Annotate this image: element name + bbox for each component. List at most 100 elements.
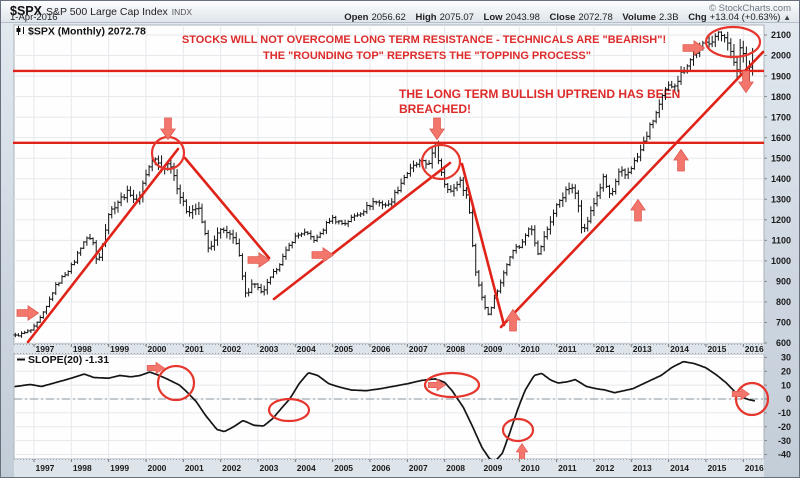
quote-header: $SPX S&P 500 Large Cap Index INDX © StockC…	[1, 1, 799, 23]
slope-tick-label: -40	[778, 450, 791, 460]
up-arrow-icon	[505, 308, 521, 332]
highlight-ellipse	[420, 143, 462, 181]
chart-type-icon	[16, 26, 24, 35]
slope-tick-label: -10	[778, 408, 791, 418]
price-tick-label: 1200	[771, 215, 791, 225]
x-axis-strip: 1997 1998 1999 2000 2001 2002 2003 2004 2005 2006…	[14, 459, 764, 477]
price-tick-label: 1500	[771, 153, 791, 163]
volume-value: 2.3B	[659, 12, 679, 23]
price-tick-label: 700	[776, 318, 791, 328]
down-arrow-icon	[429, 117, 445, 141]
slope-tick-label: -20	[778, 422, 791, 432]
year-label: 2010	[521, 344, 540, 354]
year-label: 2000	[147, 344, 166, 354]
price-tick-label: 2100	[771, 30, 791, 40]
highlight-ellipse	[704, 25, 762, 59]
price-tick-label: 2000	[771, 51, 791, 61]
up-arrow-icon	[630, 198, 646, 222]
year-label: 1999	[110, 463, 129, 473]
year-label: 2011	[558, 344, 577, 354]
close-value: 2072.78	[578, 12, 613, 23]
year-label: 2004	[297, 463, 316, 473]
chg-value: +13.04 (+0.63%)	[709, 12, 781, 23]
year-label: 2007	[409, 463, 428, 473]
slope-tick-label: 0	[786, 394, 791, 404]
year-label: 2005	[334, 344, 353, 354]
year-label: 1998	[73, 463, 92, 473]
highlight-ellipse	[501, 417, 535, 443]
svg-text:THE LONG TERM BULLISH UPTREND: THE LONG TERM BULLISH UPTREND HAS BEEN	[399, 87, 680, 101]
right-arrow-icon	[311, 247, 335, 263]
right-arrow-icon	[16, 305, 40, 321]
close-label: Close	[549, 12, 576, 23]
candlesticks	[13, 31, 755, 338]
year-label: 2002	[222, 344, 241, 354]
year-label: 1997	[36, 463, 55, 473]
year-label: 2007	[409, 344, 428, 354]
open-label: Open	[344, 12, 369, 23]
year-label: 2011	[558, 463, 577, 473]
slope-line	[14, 360, 764, 462]
quote-values: Open 2056.62 High 2075.07 Low 2043.98 Close…	[337, 12, 791, 23]
year-label: 2008	[446, 463, 465, 473]
year-label: 1997	[36, 344, 55, 354]
high-value: 2075.07	[439, 12, 474, 23]
price-tick-label: 1000	[771, 256, 791, 266]
year-label: 1999	[110, 344, 129, 354]
trend-line	[26, 147, 180, 344]
year-label: 2003	[259, 344, 278, 354]
trend-line	[272, 161, 452, 301]
svg-text:BREACHED!: BREACHED!	[399, 102, 471, 116]
price-tick-label: 1300	[771, 194, 791, 204]
year-label: 2015	[707, 344, 726, 354]
year-label: 2014	[670, 344, 689, 354]
year-label: 2001	[185, 463, 204, 473]
year-label: 2010	[521, 463, 540, 473]
price-tick-label: 1800	[771, 92, 791, 102]
chg-label: Chg	[688, 12, 707, 23]
year-label: 2002	[222, 463, 241, 473]
year-label: 2003	[259, 463, 278, 473]
right-arrow-icon	[247, 252, 271, 268]
trend-line	[460, 162, 506, 327]
year-label: 2014	[670, 463, 689, 473]
year-label: 2009	[483, 463, 502, 473]
year-label: 2005	[334, 463, 353, 473]
trend-line	[183, 156, 271, 260]
price-tick-label: 600	[776, 338, 791, 348]
price-tick-label: 900	[776, 277, 791, 287]
high-label: High	[415, 12, 437, 23]
symbol-row: $SPX S&P 500 Large Cap Index INDX	[10, 2, 192, 20]
year-label: 2004	[297, 344, 316, 354]
year-label: 2001	[185, 344, 204, 354]
highlight-ellipse	[423, 371, 481, 399]
price-tick-label: 1400	[771, 174, 791, 184]
year-label: 1998	[73, 344, 92, 354]
svg-text:STOCKS WILL NOT OVERCOME LONG: STOCKS WILL NOT OVERCOME LONG TERM RESIS…	[182, 34, 666, 46]
year-label: 2000	[147, 463, 166, 473]
year-label: 2013	[633, 463, 652, 473]
year-label: 2008	[446, 344, 465, 354]
main-panel-label: $SPX (Monthly) 2072.78	[28, 26, 146, 38]
gridlines	[14, 25, 764, 459]
year-label: 2012	[595, 344, 614, 354]
right-arrow-icon	[731, 387, 750, 401]
slope-tick-label: 10	[781, 380, 791, 390]
right-arrow-icon	[146, 361, 165, 375]
price-tick-label: 800	[776, 297, 791, 307]
slope-tick-label: 30	[781, 353, 791, 363]
highlight-ellipse	[267, 397, 311, 423]
price-tick-label: 1900	[771, 71, 791, 81]
exchange: INDX	[171, 7, 193, 17]
red-annotations	[13, 25, 770, 462]
right-arrow-icon	[427, 378, 446, 392]
right-arrow-icon	[682, 40, 706, 56]
year-label: 2012	[595, 463, 614, 473]
year-label: 2016	[745, 463, 764, 473]
down-arrow-icon	[160, 117, 176, 141]
quote-date: 1-Apr-2016	[10, 12, 58, 23]
price-tick-label: 1100	[771, 236, 791, 246]
up-arrow-icon	[673, 148, 689, 172]
year-label: 2006	[371, 463, 390, 473]
